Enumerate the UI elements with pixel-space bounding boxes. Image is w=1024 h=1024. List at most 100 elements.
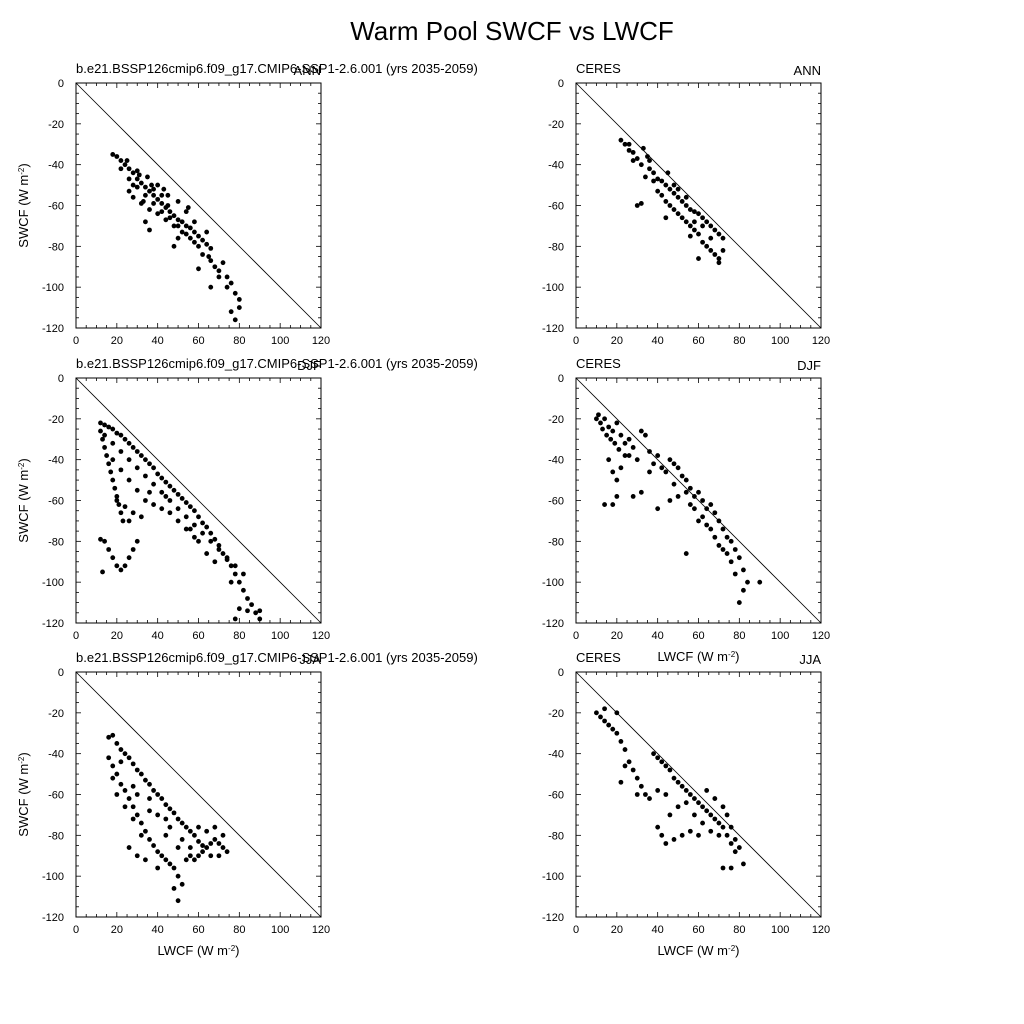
x-tick-label: 60 [192, 335, 204, 347]
y-tick-label: 0 [558, 78, 564, 90]
data-point [634, 156, 640, 161]
y-tick-label: -20 [48, 119, 64, 131]
data-point [163, 857, 169, 863]
data-point [159, 192, 165, 198]
data-point [720, 865, 726, 871]
data-point [687, 207, 693, 212]
data-point [118, 781, 124, 787]
data-point [192, 508, 197, 514]
data-point [114, 563, 120, 569]
data-point [700, 223, 705, 229]
data-point [610, 428, 616, 434]
data-point [679, 199, 685, 204]
data-point [647, 158, 652, 163]
data-point [663, 182, 669, 188]
data-point [187, 225, 193, 231]
data-point [212, 824, 218, 830]
y-tick-label: -120 [42, 618, 64, 630]
data-point [106, 755, 112, 761]
data-point [130, 761, 136, 767]
data-point [708, 526, 714, 532]
data-point [236, 297, 242, 302]
data-point [126, 477, 132, 483]
data-point [696, 800, 701, 806]
data-point [667, 812, 673, 818]
data-point [155, 812, 161, 818]
data-point [192, 832, 197, 838]
data-point [122, 436, 128, 442]
data-point [618, 432, 624, 438]
x-axis-label: LWCF (W m-2) [658, 943, 740, 958]
y-tick-label: -20 [48, 708, 64, 720]
scatter-panel-4: 0 20 40 60 80 100 120 0 -20 -40 -60 -80 -100 -120 CERE… [542, 356, 830, 664]
data-point [102, 538, 107, 544]
x-tick-label: 80 [233, 335, 245, 347]
data-point [708, 828, 714, 834]
data-point [147, 837, 152, 842]
data-point [675, 804, 681, 810]
data-point [118, 449, 124, 454]
x-tick-label: 100 [271, 630, 289, 642]
data-point [196, 824, 201, 830]
data-point [175, 506, 181, 512]
data-point [704, 243, 710, 249]
data-points [594, 412, 763, 605]
x-tick-label: 100 [771, 924, 789, 936]
data-point [151, 201, 156, 206]
data-point [732, 837, 738, 842]
data-point [232, 616, 238, 622]
y-tick-label: 0 [558, 667, 564, 679]
data-point [192, 239, 197, 245]
data-point [183, 526, 189, 532]
data-point [175, 518, 181, 524]
data-point [675, 186, 681, 192]
data-point [245, 608, 250, 614]
data-point [704, 808, 710, 814]
data-point [622, 747, 628, 752]
data-point [118, 759, 124, 765]
data-point [724, 832, 730, 838]
data-point [212, 264, 218, 270]
data-point [114, 494, 120, 499]
data-point [683, 203, 689, 208]
data-point [204, 229, 210, 235]
data-point [187, 853, 193, 859]
data-point [720, 824, 726, 830]
data-point [192, 857, 197, 863]
data-point [720, 547, 726, 552]
data-point [618, 779, 624, 785]
data-point [606, 722, 612, 728]
data-point [159, 489, 165, 495]
data-point [175, 223, 181, 229]
data-point [712, 252, 718, 257]
data-point [622, 141, 628, 147]
panel-left-label: CERES [576, 61, 621, 76]
data-point [708, 235, 714, 241]
data-point [110, 426, 116, 432]
data-point [208, 853, 214, 859]
data-point [716, 256, 722, 261]
data-point [163, 832, 169, 838]
scatter-panel-6: 0 20 40 60 80 100 120 0 -20 -40 -60 -80 -100 -120 CERE… [542, 650, 830, 958]
panel-season-label: DJF [797, 358, 821, 373]
y-tick-label: -60 [548, 201, 564, 213]
data-point [696, 211, 701, 217]
x-tick-label: 80 [733, 630, 745, 642]
data-point [745, 579, 750, 585]
data-point [667, 498, 673, 503]
data-point [634, 775, 640, 781]
x-tick-label: 20 [611, 924, 623, 936]
data-point [757, 579, 763, 585]
y-tick-label: -60 [548, 496, 564, 508]
scatter-panel-1: 0 20 40 60 80 100 120 0 -20 -40 -60 -80 -100 -120 b.e2… [16, 61, 478, 347]
y-tick-label: -40 [548, 749, 564, 761]
data-point [663, 469, 669, 475]
data-point [134, 853, 140, 859]
data-point [106, 547, 112, 552]
data-point [196, 243, 201, 249]
data-point [728, 865, 734, 871]
data-point [155, 196, 161, 202]
data-point [647, 166, 652, 172]
data-point [163, 816, 169, 822]
data-point [130, 783, 136, 789]
